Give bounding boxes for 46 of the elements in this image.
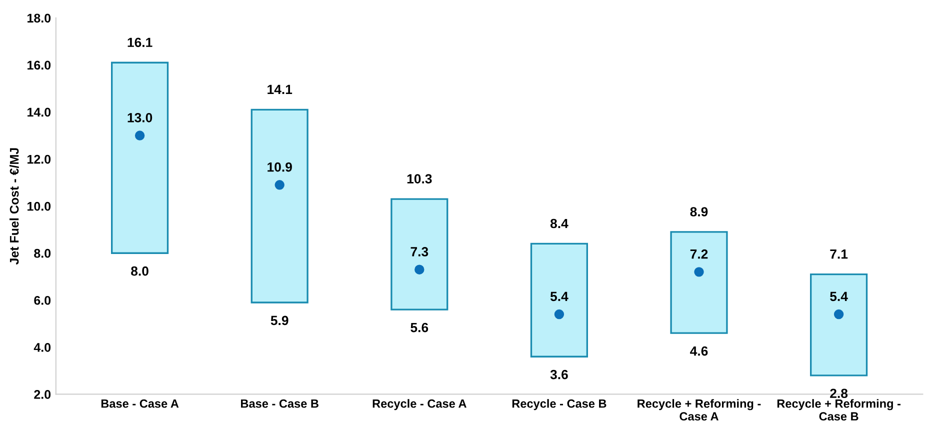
y-tick-label: 10.0: [28, 202, 51, 211]
annotation: 5.6: [410, 322, 428, 332]
x-tick-label: Recycle + Reforming - Case A: [638, 399, 761, 421]
x-tick-label: Base - Case B: [241, 399, 318, 408]
bar: [670, 231, 728, 334]
annotation: 8.4: [550, 218, 568, 228]
data-label: 13.0: [128, 112, 152, 122]
bar: [530, 242, 588, 358]
point: [694, 267, 704, 277]
point: [554, 309, 564, 320]
annotation: 10.3: [407, 174, 432, 184]
y-tick-label: 6.0: [34, 296, 51, 305]
x-tick-label: Recycle + Reforming - Case B: [777, 399, 900, 421]
annotation: 3.6: [550, 370, 568, 380]
y-tick-label: 12.0: [28, 154, 51, 164]
data-label: 5.4: [830, 292, 848, 302]
y-axis-title: Jet Fuel Cost - €/MJ: [10, 148, 19, 265]
y-tick-label: 18.0: [28, 14, 51, 23]
bar: [390, 198, 448, 310]
annotation: 8.0: [131, 266, 148, 276]
data-label: 10.9: [268, 162, 292, 172]
annotation: 5.9: [270, 316, 288, 326]
annotation: 4.6: [690, 346, 708, 356]
data-label: 5.4: [550, 292, 568, 302]
y-tick-label: 2.0: [34, 390, 51, 399]
x-tick-label: Recycle - Case A: [372, 399, 466, 410]
y-tick-label: 14.0: [28, 108, 51, 117]
annotation: 16.1: [128, 38, 152, 48]
annotation: 14.1: [268, 84, 292, 94]
x-tick-label: Base - Case A: [101, 399, 179, 408]
bar: [111, 62, 169, 254]
data-label: 7.3: [410, 247, 428, 256]
y-tick-label: 16.0: [28, 60, 51, 70]
point: [134, 130, 145, 140]
y-tick-label: 4.0: [34, 343, 51, 352]
annotation: 8.9: [690, 207, 708, 216]
x-tick-label: Recycle - Case B: [512, 399, 606, 410]
point: [274, 180, 284, 190]
data-label: 7.2: [690, 249, 708, 259]
point: [834, 309, 844, 320]
annotation: 2.8: [830, 388, 848, 398]
y-tick-label: 8.0: [34, 248, 51, 258]
bar: [810, 273, 868, 376]
bar: [250, 108, 308, 304]
point: [414, 264, 424, 274]
annotation: 7.1: [830, 250, 848, 259]
